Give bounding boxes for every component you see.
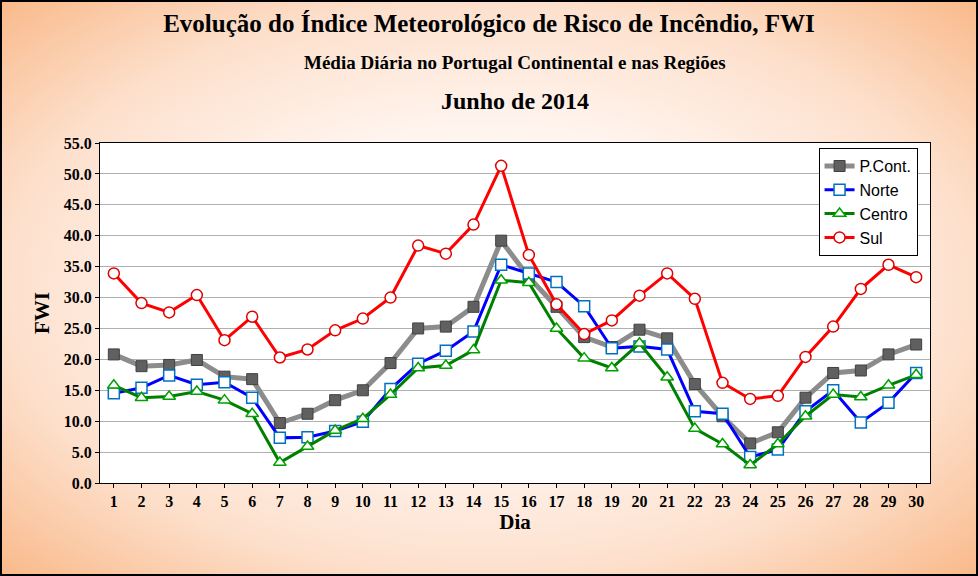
svg-text:2: 2 (138, 493, 146, 510)
svg-text:20.0: 20.0 (64, 351, 92, 368)
svg-text:11: 11 (383, 493, 398, 510)
svg-text:19: 19 (604, 493, 620, 510)
svg-text:Sul: Sul (860, 230, 883, 247)
svg-text:30: 30 (908, 493, 924, 510)
svg-text:Média Diária no Portugal Conti: Média Diária no Portugal Continental e n… (304, 52, 726, 73)
svg-text:Dia: Dia (499, 510, 531, 534)
svg-text:FWI: FWI (30, 292, 54, 334)
svg-text:21: 21 (659, 493, 675, 510)
svg-text:8: 8 (304, 493, 312, 510)
svg-text:6: 6 (248, 493, 256, 510)
svg-text:25.0: 25.0 (64, 320, 92, 337)
svg-text:15.0: 15.0 (64, 382, 92, 399)
svg-text:35.0: 35.0 (64, 258, 92, 275)
svg-text:24: 24 (742, 493, 758, 510)
svg-text:Centro: Centro (860, 206, 908, 223)
svg-text:27: 27 (825, 493, 841, 510)
svg-text:10: 10 (355, 493, 371, 510)
svg-text:45.0: 45.0 (64, 196, 92, 213)
svg-text:10.0: 10.0 (64, 413, 92, 430)
svg-text:23: 23 (715, 493, 731, 510)
svg-text:4: 4 (193, 493, 201, 510)
svg-text:12: 12 (410, 493, 426, 510)
svg-text:7: 7 (276, 493, 284, 510)
svg-text:15: 15 (493, 493, 509, 510)
svg-text:1: 1 (110, 493, 118, 510)
svg-text:17: 17 (549, 493, 565, 510)
svg-text:Norte: Norte (860, 182, 899, 199)
svg-text:40.0: 40.0 (64, 227, 92, 244)
svg-text:28: 28 (853, 493, 869, 510)
svg-text:50.0: 50.0 (64, 166, 92, 183)
svg-text:Evolução do Índice Meteorológi: Evolução do Índice Meteorológico de Risc… (163, 10, 815, 37)
svg-text:5.0: 5.0 (72, 444, 92, 461)
svg-text:9: 9 (331, 493, 339, 510)
svg-text:29: 29 (881, 493, 897, 510)
svg-text:55.0: 55.0 (64, 135, 92, 152)
svg-text:5: 5 (221, 493, 229, 510)
svg-text:30.0: 30.0 (64, 289, 92, 306)
svg-text:22: 22 (687, 493, 703, 510)
svg-text:13: 13 (438, 493, 454, 510)
svg-text:25: 25 (770, 493, 786, 510)
svg-text:18: 18 (576, 493, 592, 510)
svg-text:Junho de 2014: Junho de 2014 (441, 88, 589, 114)
svg-text:P.Cont.: P.Cont. (860, 158, 911, 175)
svg-text:20: 20 (632, 493, 648, 510)
svg-text:0.0: 0.0 (72, 475, 92, 492)
svg-text:16: 16 (521, 493, 537, 510)
svg-text:3: 3 (165, 493, 173, 510)
svg-text:26: 26 (798, 493, 814, 510)
svg-text:14: 14 (466, 493, 482, 510)
